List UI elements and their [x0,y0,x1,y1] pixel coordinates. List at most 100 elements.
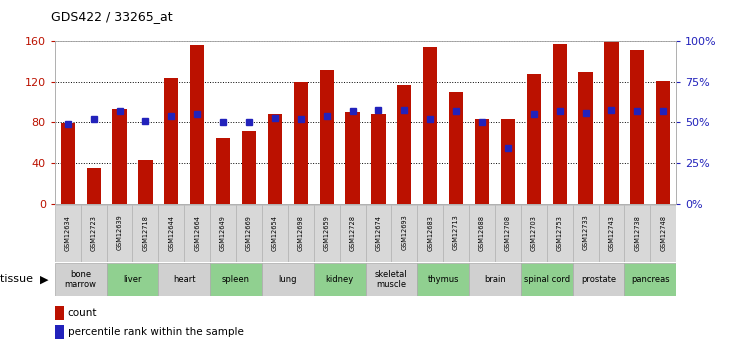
Bar [268,115,282,204]
Bar [294,82,308,204]
Bar [164,78,178,204]
Bar [656,81,670,204]
Bar [61,124,75,204]
Text: GSM12654: GSM12654 [272,215,278,250]
Bar [417,263,469,296]
Text: GSM12718: GSM12718 [143,215,148,250]
Bar [346,112,360,204]
Bar [138,160,153,204]
Text: GSM12683: GSM12683 [427,215,433,250]
Bar [159,205,184,262]
Bar [190,46,205,204]
Bar [495,205,520,262]
Text: heart: heart [173,275,195,284]
Text: GSM12698: GSM12698 [298,215,304,250]
Bar [624,205,651,262]
Bar [469,205,495,262]
Bar [547,205,572,262]
Text: percentile rank within the sample: percentile rank within the sample [67,327,243,337]
Bar [288,205,314,262]
Text: GSM12669: GSM12669 [246,215,252,250]
Bar [443,205,469,262]
Bar [86,168,101,204]
Bar [314,205,340,262]
Bar [262,205,288,262]
Bar [107,205,132,262]
Bar [578,72,593,204]
Text: GSM12644: GSM12644 [168,215,174,250]
Bar [55,263,107,296]
Text: GSM12693: GSM12693 [401,215,407,250]
Bar [553,45,567,204]
Bar [423,48,437,204]
Bar [107,263,159,296]
Bar [340,205,366,262]
Text: pancreas: pancreas [631,275,670,284]
Bar [605,41,618,204]
Text: GSM12713: GSM12713 [453,215,459,250]
Bar [630,49,645,204]
Bar [211,263,262,296]
Bar [366,205,391,262]
Text: GSM12738: GSM12738 [635,215,640,250]
Text: GSM12728: GSM12728 [349,215,355,250]
Bar [469,263,520,296]
Bar [242,130,256,204]
Bar [55,306,64,319]
Text: GSM12733: GSM12733 [583,215,588,250]
Bar [624,263,676,296]
Text: GSM12753: GSM12753 [557,215,563,250]
Text: GSM12708: GSM12708 [505,215,511,250]
Bar [572,263,624,296]
Text: GSM12748: GSM12748 [660,215,666,250]
Text: GSM12664: GSM12664 [194,215,200,250]
Text: GSM12703: GSM12703 [531,215,537,250]
Bar [314,263,366,296]
Text: GSM12639: GSM12639 [116,215,123,250]
Text: skeletal
muscle: skeletal muscle [375,269,408,289]
Bar [113,109,126,204]
Text: kidney: kidney [325,275,354,284]
Bar [651,205,676,262]
Bar [216,138,230,204]
Bar [599,205,624,262]
Bar [184,205,211,262]
Text: GDS422 / 33265_at: GDS422 / 33265_at [51,10,173,23]
Text: liver: liver [124,275,142,284]
Bar [397,85,412,204]
Text: ▶: ▶ [40,274,49,284]
Text: GSM12723: GSM12723 [91,215,96,250]
Bar [262,263,314,296]
Text: brain: brain [484,275,506,284]
Bar [319,70,334,204]
Bar [501,119,515,204]
Text: GSM12649: GSM12649 [220,215,226,250]
Bar [211,205,236,262]
Bar [132,205,159,262]
Text: prostate: prostate [581,275,616,284]
Text: thymus: thymus [428,275,459,284]
Bar [366,263,417,296]
Text: GSM12634: GSM12634 [65,215,71,250]
Text: GSM12659: GSM12659 [324,215,330,250]
Text: count: count [67,308,97,318]
Bar [449,92,463,204]
Text: tissue: tissue [0,274,37,284]
Text: bone
marrow: bone marrow [65,269,96,289]
Bar [526,74,541,204]
Text: GSM12688: GSM12688 [479,215,485,250]
Text: GSM12674: GSM12674 [376,215,382,250]
Text: spinal cord: spinal cord [523,275,569,284]
Bar [55,325,64,339]
Text: spleen: spleen [222,275,250,284]
Bar [391,205,417,262]
Bar [236,205,262,262]
Text: lung: lung [279,275,297,284]
Bar [55,205,80,262]
Bar [475,119,489,204]
Text: GSM12743: GSM12743 [608,215,615,250]
Bar [521,263,572,296]
Bar [572,205,599,262]
Bar [417,205,443,262]
Bar [159,263,211,296]
